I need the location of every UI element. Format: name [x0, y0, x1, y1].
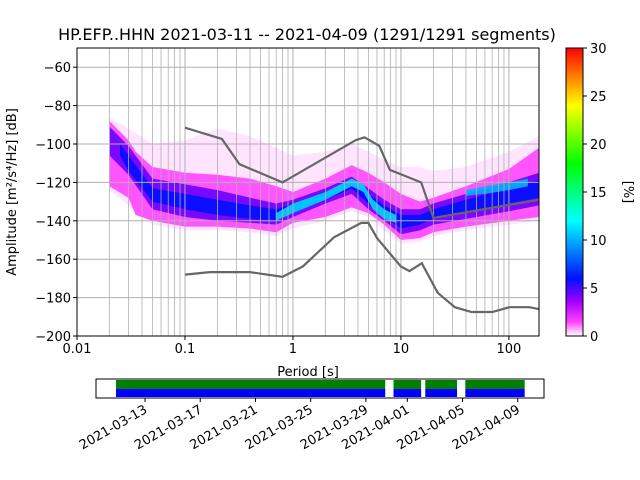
x-tick-label: 0.01	[63, 342, 92, 357]
x-tick-label: 100	[496, 342, 521, 357]
coverage-segment-top	[116, 380, 386, 389]
colorbar-tick-label: 30	[590, 42, 607, 57]
colorbar-tick-label: 10	[590, 234, 607, 249]
coverage-segment-bottom	[465, 389, 525, 397]
coverage-segment-top	[393, 380, 422, 389]
density-band-peak2	[465, 178, 528, 196]
coverage-segment-bottom	[393, 389, 422, 397]
y-tick-label: −120	[35, 176, 71, 191]
density-band-peak	[276, 178, 396, 223]
colorbar-tick-label: 5	[590, 282, 598, 297]
chart-title: HP.EFP..HHN 2021-03-11 -- 2021-04-09 (12…	[58, 25, 556, 44]
y-tick-label: −200	[35, 330, 71, 345]
coverage-segment-top	[465, 380, 525, 389]
x-tick-label: 10	[393, 342, 410, 357]
plot-frame	[76, 47, 540, 337]
noise-model-line-nlnm	[184, 221, 539, 314]
y-axis-label: Amplitude [m²/s⁴/Hz] [dB]	[5, 108, 20, 276]
y-tick-label: −180	[35, 292, 71, 307]
colorbar-tick-label: 0	[590, 330, 598, 345]
density-band-high	[120, 144, 539, 229]
y-tick-label: −60	[44, 61, 71, 76]
colorbar-tick-label: 20	[590, 138, 607, 153]
x-tick-label: 0.1	[175, 342, 196, 357]
colorbar-tick-label: 25	[590, 90, 607, 105]
colorbar-label: [%]	[620, 181, 635, 204]
noise-model-line-nhnm	[184, 126, 539, 220]
colorbar-tick-label: 15	[590, 186, 607, 201]
x-tick-label: 1	[289, 342, 297, 357]
y-tick-label: −100	[35, 138, 71, 153]
colorbar	[565, 47, 584, 337]
x-axis-label: Period [s]	[277, 365, 339, 380]
y-tick-label: −140	[35, 215, 71, 230]
y-tick-label: −160	[35, 253, 71, 268]
y-tick-label: −80	[44, 100, 71, 115]
coverage-segment-bottom	[425, 389, 458, 397]
coverage-segment-bottom	[116, 389, 386, 397]
coverage-segment-top	[425, 380, 458, 389]
coverage-frame	[95, 378, 545, 399]
